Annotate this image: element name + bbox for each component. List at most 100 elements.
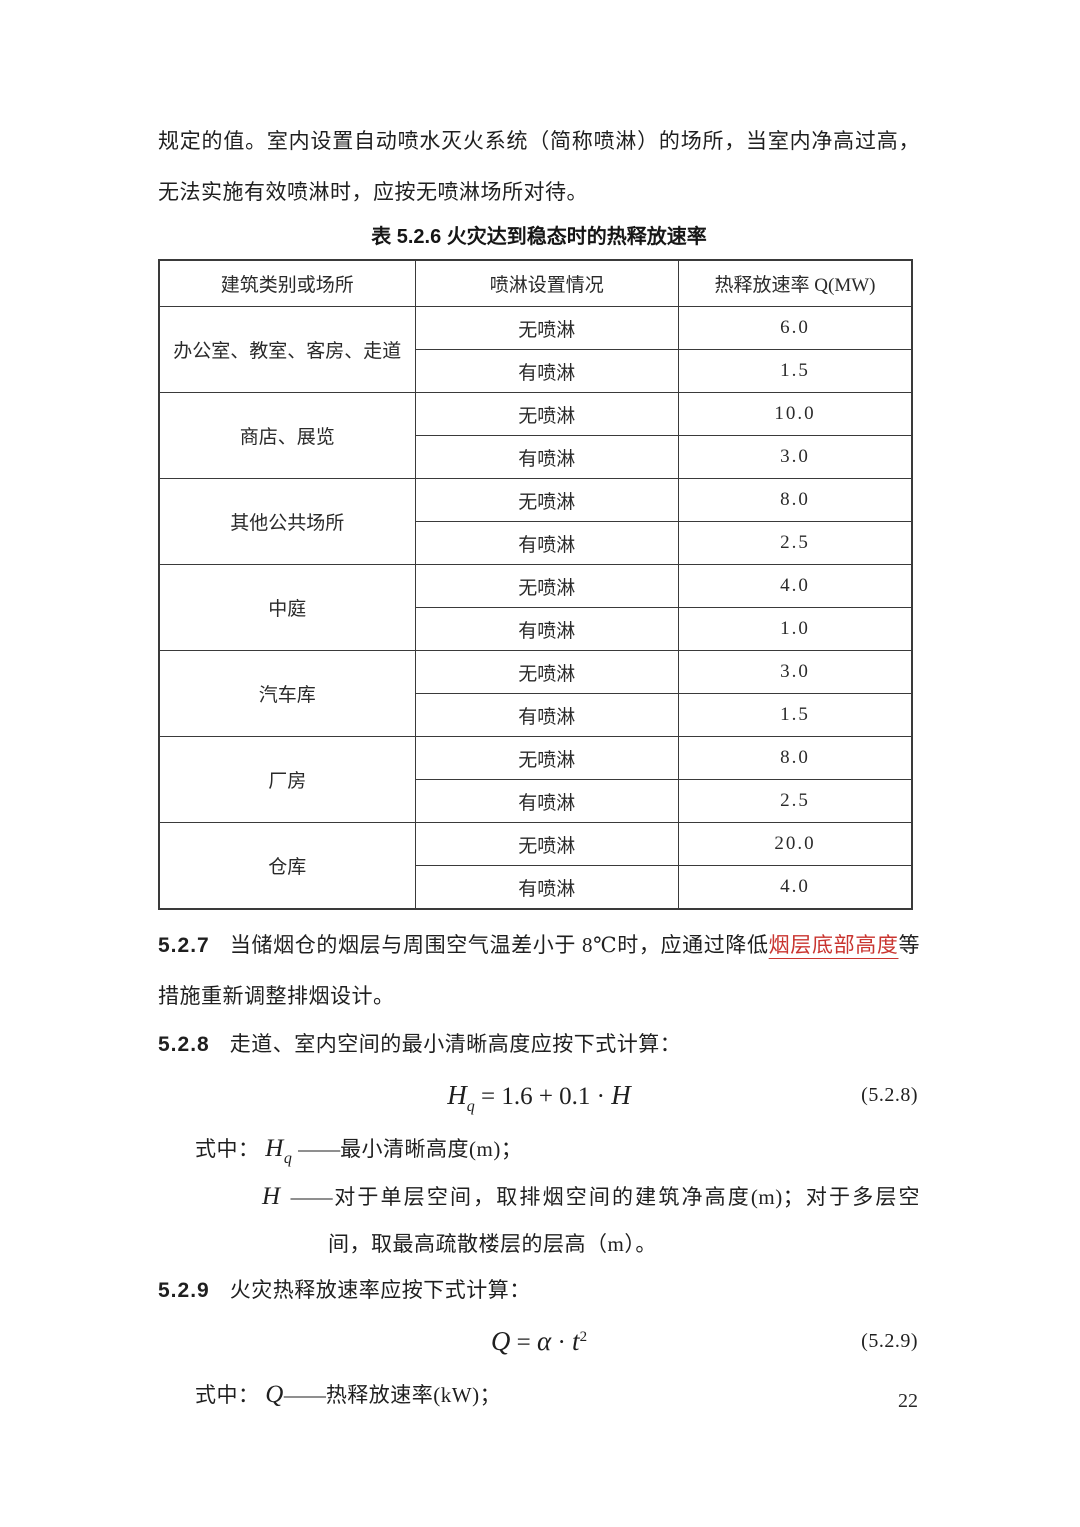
header-sprinkler-setup: 喷淋设置情况: [414, 259, 680, 307]
category-cell: 汽车库: [158, 650, 416, 737]
category-cell: 其他公共场所: [158, 478, 416, 565]
table-row: 有喷淋 1.0: [159, 607, 913, 651]
section-number: 5.2.9: [158, 1279, 210, 1302]
section-5-2-7: 5.2.7 当储烟仓的烟层与周围空气温差小于 8℃时，应通过降低烟层底部高度等措施…: [158, 920, 920, 1022]
hrr-value-cell: 20.0: [678, 822, 913, 866]
table-row: 有喷淋 3.0: [159, 435, 913, 479]
where-clause-5-2-8: 式中： Hq ——最小清晰高度(m)；: [195, 1129, 920, 1169]
section-text: 走道、室内空间的最小清晰高度应按下式计算：: [229, 1032, 682, 1056]
hrr-value-cell: 8.0: [678, 736, 913, 780]
where-label: 式中：: [195, 1137, 260, 1161]
table-row: 其他公共场所 无喷淋 8.0: [158, 478, 913, 565]
sprinkler-cell: 有喷淋: [414, 693, 680, 737]
category-cell: 办公室、教室、客房、走道: [158, 306, 416, 393]
term-description: 最小清晰高度(m)；: [340, 1137, 523, 1161]
table-row: 有喷淋 2.5: [159, 779, 913, 823]
sprinkler-cell: 无喷淋: [414, 736, 680, 780]
definition-dash: ——: [283, 1383, 326, 1407]
hrr-value-cell: 2.5: [678, 779, 913, 823]
hrr-value-cell: 3.0: [678, 435, 913, 479]
sprinkler-cell: 有喷淋: [414, 779, 680, 823]
formula-variable: t: [572, 1326, 580, 1356]
category-cell: 厂房: [158, 736, 416, 823]
header-building-category: 建筑类别或场所: [158, 259, 416, 307]
page-number: 22: [898, 1390, 918, 1412]
term-definition-h: H ——对于单层空间，取排烟空间的建筑净高度(m)；对于多层空间，取最高疏散楼层的…: [262, 1173, 920, 1268]
sprinkler-cell: 无喷淋: [414, 564, 680, 608]
sprinkler-cell: 有喷淋: [414, 607, 680, 651]
formula-subscript: q: [466, 1098, 475, 1115]
hrr-value-cell: 1.5: [678, 693, 913, 737]
intro-paragraph: 规定的值。室内设置自动喷水灭火系统（简称喷淋）的场所，当室内净高过高，无法实施有…: [158, 116, 920, 218]
definition-dash: ——: [290, 1185, 333, 1209]
table-row: 仓库 无喷淋 20.0: [158, 822, 913, 910]
formula-variable: Q: [490, 1326, 511, 1356]
hrr-value-cell: 10.0: [678, 392, 913, 436]
formula-body: = 1.6 + 0.1 ·: [474, 1083, 612, 1110]
hrr-value-cell: 4.0: [678, 865, 913, 910]
table-row: 汽车库 无喷淋 3.0: [158, 650, 913, 737]
section-5-2-9: 5.2.9 火灾热释放速率应按下式计算：: [158, 1268, 920, 1313]
formula-superscript: 2: [579, 1329, 588, 1345]
hrr-value-cell: 6.0: [678, 306, 913, 350]
section-text: 火灾热释放速率应按下式计算：: [229, 1278, 531, 1302]
definition-dash: ——: [298, 1137, 341, 1161]
formula-variable: H: [265, 1135, 284, 1162]
sprinkler-cell: 有喷淋: [414, 521, 680, 565]
formula-5-2-8: Hq = 1.6 + 0.1 · H (5.2.8): [158, 1073, 920, 1117]
table-row: 有喷淋 2.5: [159, 521, 913, 565]
hrr-value-cell: 8.0: [678, 478, 913, 522]
table-title: 表 5.2.6 火灾达到稳态时的热释放速率: [371, 226, 707, 248]
table-row: 办公室、教室、客房、走道 无喷淋 6.0: [158, 306, 913, 393]
table-header-row: 建筑类别或场所 喷淋设置情况 热释放速率 Q(MW): [158, 259, 913, 307]
where-clause-5-2-9: 式中： Q——热释放速率(kW)；: [195, 1375, 920, 1415]
table-row: 厂房 无喷淋 8.0: [158, 736, 913, 823]
sprinkler-cell: 无喷淋: [414, 478, 680, 522]
sprinkler-cell: 有喷淋: [414, 435, 680, 479]
hrr-value-cell: 4.0: [678, 564, 913, 608]
formula-label: (5.2.9): [861, 1330, 918, 1352]
table-row: 有喷淋 1.5: [159, 693, 913, 737]
formula-alpha: α: [537, 1326, 552, 1356]
table-row: 中庭 无喷淋 4.0: [158, 564, 913, 651]
section-5-2-8: 5.2.8 走道、室内空间的最小清晰高度应按下式计算：: [158, 1022, 920, 1067]
formula-body: =: [510, 1329, 538, 1356]
table-row: 商店、展览 无喷淋 10.0: [158, 392, 913, 479]
page-content: 规定的值。室内设置自动喷水灭火系统（简称喷淋）的场所，当室内净高过高，无法实施有…: [158, 116, 920, 1415]
sprinkler-cell: 无喷淋: [414, 822, 680, 866]
formula-5-2-9: Q = α · t2 (5.2.9): [158, 1319, 920, 1363]
formula-subscript: q: [283, 1150, 293, 1167]
term-description: 热释放速率(kW)；: [325, 1383, 502, 1407]
formula-variable: H: [262, 1183, 281, 1210]
highlighted-red-term: 烟层底部高度: [768, 933, 899, 957]
section-text: 等措施重新调整排烟设计。: [158, 933, 920, 1008]
hrr-value-cell: 1.0: [678, 607, 913, 651]
hrr-value-cell: 1.5: [678, 349, 913, 393]
section-text: 当储烟仓的烟层与周围空气温差小于 8℃时，应通过降低: [229, 933, 769, 957]
sprinkler-cell: 有喷淋: [414, 865, 680, 910]
hrr-value-cell: 3.0: [678, 650, 913, 694]
table-row: 有喷淋 4.0: [159, 865, 913, 910]
intro-text: 规定的值。室内设置自动喷水灭火系统（简称喷淋）的场所，当室内净高过高，无法实施有…: [158, 129, 920, 204]
formula-label: (5.2.8): [861, 1084, 918, 1106]
header-heat-release-rate: 热释放速率 Q(MW): [678, 259, 913, 307]
sprinkler-cell: 无喷淋: [414, 392, 680, 436]
sprinkler-cell: 无喷淋: [414, 650, 680, 694]
term-description: 对于单层空间，取排烟空间的建筑净高度(m)；对于多层空间，取最高疏散楼层的层高（…: [328, 1185, 920, 1256]
section-number: 5.2.7: [158, 934, 210, 957]
section-number: 5.2.8: [158, 1033, 210, 1056]
heat-release-rate-table: 建筑类别或场所 喷淋设置情况 热释放速率 Q(MW) 办公室、教室、客房、走道 …: [158, 259, 913, 910]
hrr-value-cell: 2.5: [678, 521, 913, 565]
category-cell: 仓库: [158, 822, 416, 910]
table-row: 有喷淋 1.5: [159, 349, 913, 393]
category-cell: 商店、展览: [158, 392, 416, 479]
formula-body: ·: [551, 1329, 573, 1356]
sprinkler-cell: 无喷淋: [414, 306, 680, 350]
sprinkler-cell: 有喷淋: [414, 349, 680, 393]
where-label: 式中：: [195, 1383, 260, 1407]
formula-variable: Q: [265, 1381, 284, 1408]
formula-variable: H: [447, 1080, 467, 1110]
category-cell: 中庭: [158, 564, 416, 651]
formula-variable: H: [611, 1080, 631, 1110]
